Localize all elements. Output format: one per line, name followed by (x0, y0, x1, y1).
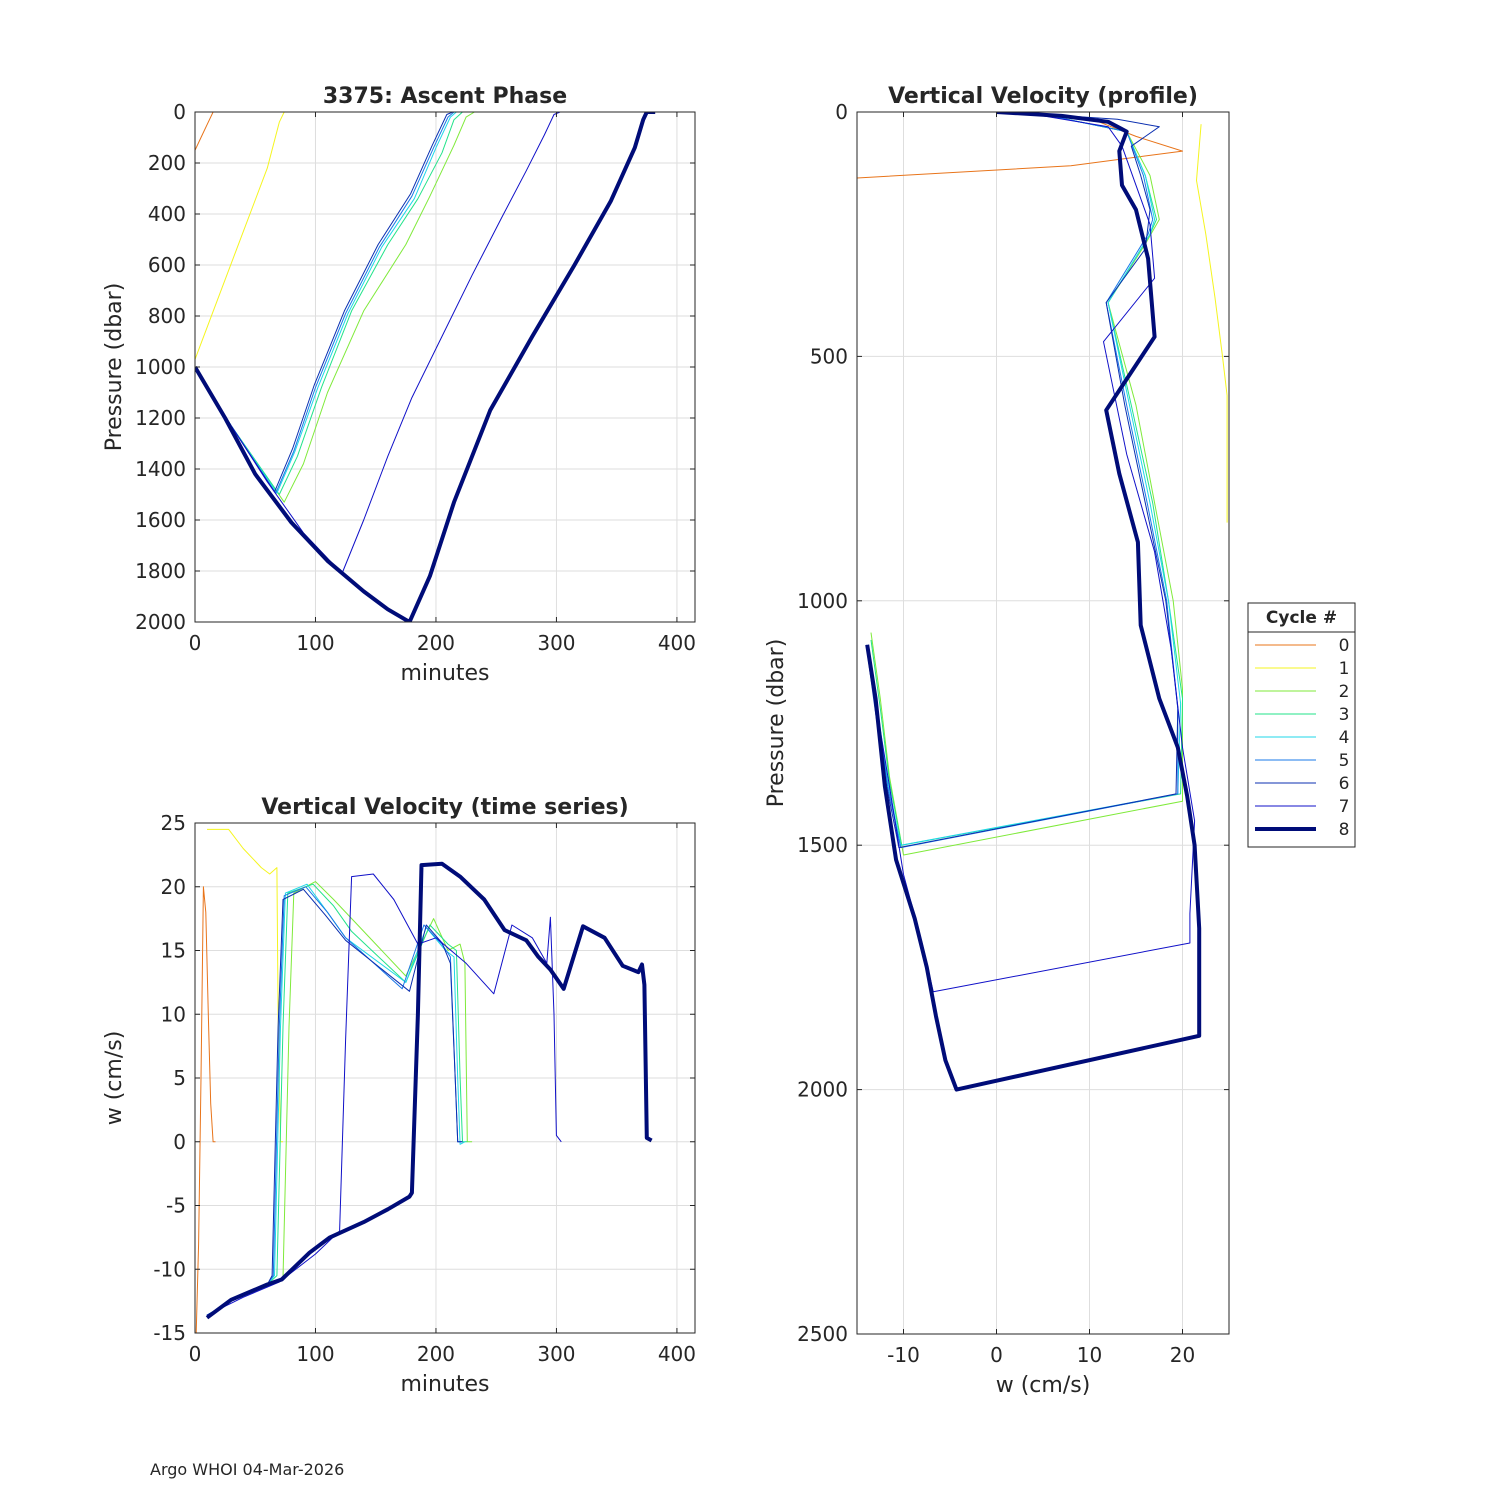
series-line-cycle-8 (865, 112, 1202, 1092)
chart-title: 3375: Ascent Phase (323, 84, 567, 109)
cycle-legend: Cycle #0 1 2 3 4 5 6 7 8 (1247, 602, 1356, 848)
y-tick-label: 1600 (135, 508, 186, 532)
y-tick-label: 200 (148, 151, 186, 175)
legend-title: Cycle # (1266, 608, 1337, 628)
y-tick-label: 20 (161, 875, 186, 899)
y-tick-label: 0 (173, 1130, 186, 1154)
legend-label-cycle-4: 4 (1339, 728, 1350, 748)
legend-label-cycle-5: 5 (1339, 751, 1350, 771)
series-line-cycle-3 (870, 112, 1183, 846)
y-tick-label: 1500 (797, 833, 848, 857)
velocity-time-series-chart: 0 100 200 300 400 -15 -10 -5 0 5 10 15 20 25 Vertical … (102, 795, 696, 1397)
velocity-profile-chart: -10 0 10 20 0 500 1000 1500 2000 2500 Vertical Vel… (764, 84, 1230, 1398)
x-tick-label: 0 (990, 1343, 1003, 1367)
series-line-cycle-1 (1196, 124, 1228, 523)
x-tick-label: 300 (537, 631, 575, 655)
legend-label-cycle-0: 0 (1339, 636, 1350, 656)
series-line-cycle-8 (205, 861, 653, 1320)
series-line-cycle-8 (195, 112, 656, 622)
legend-label-cycle-2: 2 (1339, 682, 1350, 702)
x-tick-label: 0 (189, 1342, 202, 1366)
legend-label-cycle-8: 8 (1339, 820, 1350, 840)
x-tick-label: 20 (1170, 1343, 1195, 1367)
legend-label-cycle-7: 7 (1339, 797, 1350, 817)
y-tick-label: 1000 (135, 355, 186, 379)
series-line-cycle-7 (195, 112, 569, 574)
axes-box (856, 111, 1230, 1335)
y-tick-label: 0 (173, 100, 186, 124)
series-line-cycle-4 (195, 112, 462, 494)
x-axis-label: w (cm/s) (996, 1373, 1091, 1398)
series-line-cycle-1 (195, 112, 292, 360)
y-tick-label: 25 (161, 811, 186, 835)
x-tick-label: 400 (658, 1342, 696, 1366)
y-tick-label: -5 (166, 1194, 186, 1218)
y-tick-label: -10 (153, 1257, 186, 1281)
chart-title: Vertical Velocity (time series) (261, 795, 628, 820)
y-tick-label: 10 (161, 1002, 186, 1026)
x-tick-label: 200 (417, 631, 455, 655)
x-tick-label: 10 (1077, 1343, 1102, 1367)
y-tick-label: 400 (148, 202, 186, 226)
y-tick-label: 600 (148, 253, 186, 277)
chart-title: Vertical Velocity (profile) (888, 84, 1198, 109)
x-tick-label: -10 (887, 1343, 920, 1367)
y-axis-label: w (cm/s) (102, 1031, 127, 1126)
y-axis-label: Pressure (dbar) (764, 639, 789, 808)
x-tick-label: 100 (296, 631, 334, 655)
y-tick-label: 800 (148, 304, 186, 328)
x-tick-label: 400 (658, 631, 696, 655)
y-tick-label: 5 (173, 1066, 186, 1090)
series-line-cycle-7 (206, 873, 562, 1316)
legend-label-cycle-1: 1 (1339, 659, 1350, 679)
x-axis-label: minutes (400, 661, 489, 686)
y-tick-label: 15 (161, 939, 186, 963)
legend-label-cycle-6: 6 (1339, 774, 1350, 794)
x-tick-label: 0 (189, 631, 202, 655)
series-group (195, 112, 656, 622)
x-tick-label: 300 (537, 1342, 575, 1366)
series-group (195, 828, 653, 1333)
series-line-cycle-3 (195, 112, 468, 495)
series-line-cycle-3 (206, 883, 468, 1316)
y-tick-label: 1400 (135, 457, 186, 481)
series-line-cycle-2 (206, 881, 473, 1316)
y-tick-label: 2000 (135, 610, 186, 634)
y-tick-label: 1800 (135, 559, 186, 583)
series-line-cycle-5 (867, 112, 1179, 849)
series-line-cycle-0 (195, 886, 216, 1333)
series-line-cycle-1 (207, 828, 283, 1143)
y-tick-label: 1000 (797, 589, 848, 613)
y-tick-label: 2500 (797, 1322, 848, 1346)
y-tick-label: 2000 (797, 1078, 848, 1102)
x-axis-label: minutes (400, 1372, 489, 1397)
legend-label-cycle-3: 3 (1339, 705, 1350, 725)
y-tick-label: -15 (153, 1321, 186, 1345)
y-tick-label: 500 (810, 344, 848, 368)
series-line-cycle-5 (206, 886, 463, 1316)
series-line-cycle-4 (206, 883, 466, 1316)
footer-credit: Argo WHOI 04-Mar-2026 (150, 1460, 345, 1479)
ascent-phase-chart: 0 100 200 300 400 0 200 400 600 800 1000 1200 1400 16… (102, 84, 696, 686)
series-line-cycle-6 (865, 112, 1179, 849)
series-group (857, 112, 1228, 1092)
y-tick-label: 0 (835, 100, 848, 124)
y-axis-label: Pressure (dbar) (102, 283, 127, 452)
y-tick-label: 1200 (135, 406, 186, 430)
x-tick-label: 200 (417, 1342, 455, 1366)
x-tick-label: 100 (296, 1342, 334, 1366)
series-line-cycle-2 (870, 112, 1183, 856)
series-line-cycle-6 (206, 888, 463, 1316)
series-line-cycle-0 (195, 112, 216, 151)
